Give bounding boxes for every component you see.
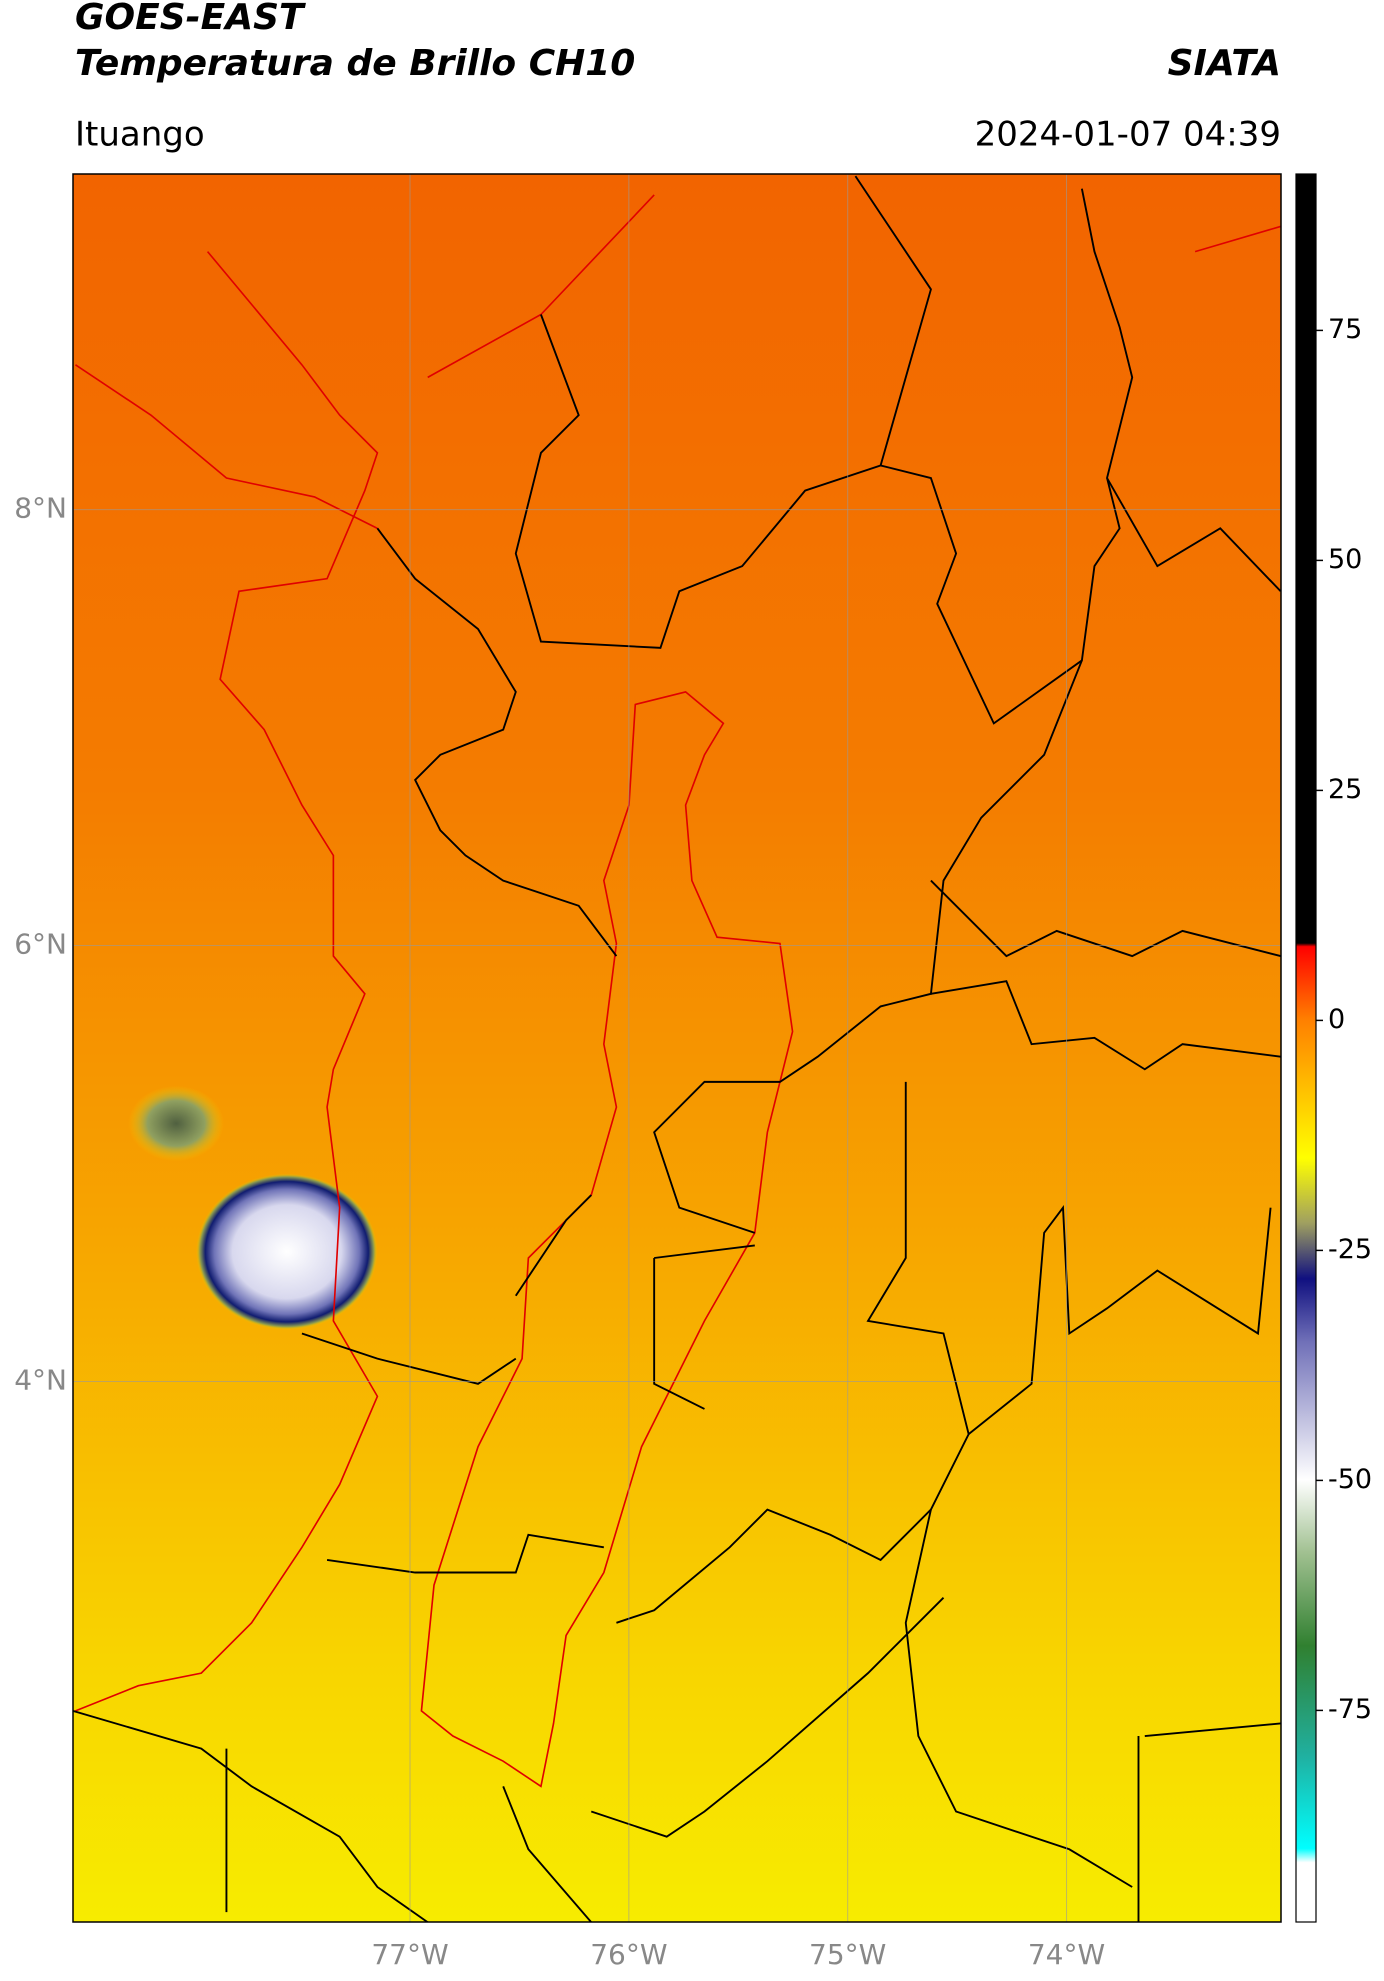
- colorbar-tick-label: -50: [1328, 1464, 1372, 1495]
- y-tick-label: 4°N: [14, 1363, 67, 1396]
- boundaries: [73, 175, 1281, 1922]
- colorbar-tick-label: 50: [1328, 544, 1362, 575]
- colorbar-tick-label: 75: [1328, 314, 1362, 345]
- location: Ituango: [75, 115, 205, 155]
- subtitle: Temperatura de Brillo CH10: [75, 43, 635, 84]
- source: SIATA: [1168, 43, 1281, 84]
- cloud-small: [128, 1085, 224, 1162]
- coastline: [75, 194, 1281, 1788]
- map-features: [73, 175, 1281, 1922]
- y-tick-label: 8°N: [14, 492, 67, 525]
- colorbar-tick-label: -75: [1328, 1694, 1372, 1725]
- y-tick-label: 6°N: [14, 928, 67, 961]
- x-tick-label: 76°W: [590, 1938, 667, 1971]
- map: [73, 174, 1281, 1922]
- colorbar-tick-label: 0: [1328, 1004, 1345, 1035]
- map-frame: [72, 173, 1282, 1923]
- cloud: [196, 1173, 378, 1330]
- map-background: [73, 174, 1281, 1922]
- colorbar-tick-label: 25: [1328, 774, 1362, 805]
- x-tick-label: 75°W: [809, 1938, 886, 1971]
- datetime: 2024-01-07 04:39: [975, 115, 1281, 155]
- x-tick-label: 77°W: [371, 1938, 448, 1971]
- x-tick-label: 74°W: [1028, 1938, 1105, 1971]
- colorbar: [1295, 173, 1317, 1923]
- colorbar-tick-label: -25: [1328, 1234, 1372, 1265]
- title: GOES-EAST: [75, 0, 306, 38]
